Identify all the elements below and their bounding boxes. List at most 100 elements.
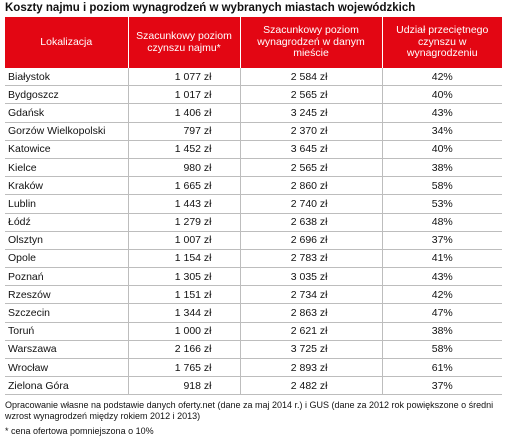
cell-wage: 2 638 zł <box>240 213 383 232</box>
cell-wage: 2 783 zł <box>240 249 383 269</box>
cell-wage: 3 245 zł <box>240 103 383 123</box>
cell-rent: 1 665 zł <box>128 176 241 196</box>
table-row: Opole 1 154 zł 2 783 zł 41% <box>5 249 502 269</box>
table-row: Warszawa 2 166 zł 3 725 zł 58% <box>5 340 502 360</box>
table-title: Koszty najmu i poziom wynagrodzeń w wybr… <box>5 2 416 14</box>
table-row: Białystok 1 077 zł 2 584 zł 42% <box>5 68 502 87</box>
cell-city: Opole <box>5 249 129 269</box>
cell-rent: 1 305 zł <box>128 267 241 287</box>
cell-city: Łódź <box>5 213 129 232</box>
table-row: Wrocław 1 765 zł 2 893 zł 61% <box>5 358 502 378</box>
cell-rent: 1 443 zł <box>128 194 241 214</box>
cell-city: Olsztyn <box>5 231 129 250</box>
cell-city: Wrocław <box>5 358 129 378</box>
table-row: Łódź 1 279 zł 2 638 zł 48% <box>5 213 502 232</box>
cell-share: 42% <box>382 285 502 305</box>
cell-rent: 1 452 zł <box>128 140 241 159</box>
table-row: Zielona Góra 918 zł 2 482 zł 37% <box>5 376 502 396</box>
cell-share: 40% <box>382 85 502 105</box>
notes: Opracowanie własne na podstawie danych o… <box>5 400 502 437</box>
cell-city: Toruń <box>5 322 129 341</box>
cell-share: 37% <box>382 231 502 250</box>
cell-wage: 2 482 zł <box>240 376 383 396</box>
cell-city: Lublin <box>5 194 129 214</box>
cell-share: 43% <box>382 267 502 287</box>
cell-city: Warszawa <box>5 340 129 360</box>
cell-wage: 2 565 zł <box>240 158 383 178</box>
cell-rent: 1 151 zł <box>128 285 241 305</box>
cell-rent: 1 007 zł <box>128 231 241 250</box>
cell-rent: 1 765 zł <box>128 358 241 378</box>
cell-share: 58% <box>382 340 502 360</box>
cell-wage: 3 035 zł <box>240 267 383 287</box>
table-row: Rzeszów 1 151 zł 2 734 zł 42% <box>5 285 502 305</box>
cell-wage: 2 734 zł <box>240 285 383 305</box>
cell-city: Poznań <box>5 267 129 287</box>
cell-share: 53% <box>382 194 502 214</box>
cell-wage: 2 584 zł <box>240 68 383 87</box>
cell-city: Zielona Góra <box>5 376 129 396</box>
cell-rent: 1 279 zł <box>128 213 241 232</box>
cell-wage: 3 645 zł <box>240 140 383 159</box>
cell-rent: 918 zł <box>128 376 241 396</box>
table-row: Kraków 1 665 zł 2 860 zł 58% <box>5 176 502 196</box>
cell-share: 61% <box>382 358 502 378</box>
cell-share: 38% <box>382 158 502 178</box>
table-row: Gorzów Wielkopolski 797 zł 2 370 zł 34% <box>5 122 502 141</box>
table-row: Olsztyn 1 007 zł 2 696 zł 37% <box>5 231 502 250</box>
cell-share: 34% <box>382 122 502 141</box>
cell-share: 41% <box>382 249 502 269</box>
cell-city: Gdańsk <box>5 103 129 123</box>
cell-wage: 3 725 zł <box>240 340 383 360</box>
footnote: * cena ofertowa pomniejszona o 10% <box>5 426 154 437</box>
cell-share: 47% <box>382 303 502 323</box>
cell-rent: 1 017 zł <box>128 85 241 105</box>
header-rent: Szacunkowy poziom czynszu najmu* <box>128 17 241 68</box>
cell-city: Rzeszów <box>5 285 129 305</box>
header-wage: Szacunkowy poziom wynagrodzeń w danym mi… <box>240 17 383 68</box>
cell-wage: 2 565 zł <box>240 85 383 105</box>
table-body: Białystok 1 077 zł 2 584 zł 42% Bydgoszcz 1 0… <box>5 68 502 396</box>
table-row: Poznań 1 305 zł 3 035 zł 43% <box>5 267 502 287</box>
cell-rent: 1 154 zł <box>128 249 241 269</box>
cell-wage: 2 696 zł <box>240 231 383 250</box>
cell-city: Białystok <box>5 68 129 87</box>
cell-share: 38% <box>382 322 502 341</box>
table-row: Bydgoszcz 1 017 zł 2 565 zł 40% <box>5 85 502 105</box>
header-share: Udział przeciętnego czynszu w wynagrodze… <box>382 17 502 68</box>
cell-city: Kraków <box>5 176 129 196</box>
header-row: Lokalizacja Szacunkowy poziom czynszu na… <box>5 17 502 68</box>
cell-rent: 1 344 zł <box>128 303 241 323</box>
cell-city: Bydgoszcz <box>5 85 129 105</box>
cell-wage: 2 893 zł <box>240 358 383 378</box>
cell-rent: 2 166 zł <box>128 340 241 360</box>
source-note: Opracowanie własne na podstawie danych o… <box>5 400 494 422</box>
cell-city: Szczecin <box>5 303 129 323</box>
cell-wage: 2 621 zł <box>240 322 383 341</box>
cell-rent: 980 zł <box>128 158 241 178</box>
cell-share: 43% <box>382 103 502 123</box>
cell-share: 42% <box>382 68 502 87</box>
cell-rent: 1 077 zł <box>128 68 241 87</box>
cell-wage: 2 860 zł <box>240 176 383 196</box>
cell-share: 40% <box>382 140 502 159</box>
cell-wage: 2 740 zł <box>240 194 383 214</box>
cell-share: 37% <box>382 376 502 396</box>
cell-share: 48% <box>382 213 502 232</box>
header-location: Lokalizacja <box>5 17 129 68</box>
cell-wage: 2 370 zł <box>240 122 383 141</box>
table-row: Katowice 1 452 zł 3 645 zł 40% <box>5 140 502 159</box>
cell-city: Katowice <box>5 140 129 159</box>
table-row: Lublin 1 443 zł 2 740 zł 53% <box>5 194 502 214</box>
cell-rent: 1 406 zł <box>128 103 241 123</box>
cell-city: Gorzów Wielkopolski <box>5 122 129 141</box>
table-row: Kielce 980 zł 2 565 zł 38% <box>5 158 502 178</box>
rent-wage-table: Lokalizacja Szacunkowy poziom czynszu na… <box>5 17 502 396</box>
cell-rent: 1 000 zł <box>128 322 241 341</box>
table-row: Szczecin 1 344 zł 2 863 zł 47% <box>5 303 502 323</box>
table-row: Gdańsk 1 406 zł 3 245 zł 43% <box>5 103 502 123</box>
cell-wage: 2 863 zł <box>240 303 383 323</box>
table-row: Toruń 1 000 zł 2 621 zł 38% <box>5 322 502 341</box>
cell-share: 58% <box>382 176 502 196</box>
